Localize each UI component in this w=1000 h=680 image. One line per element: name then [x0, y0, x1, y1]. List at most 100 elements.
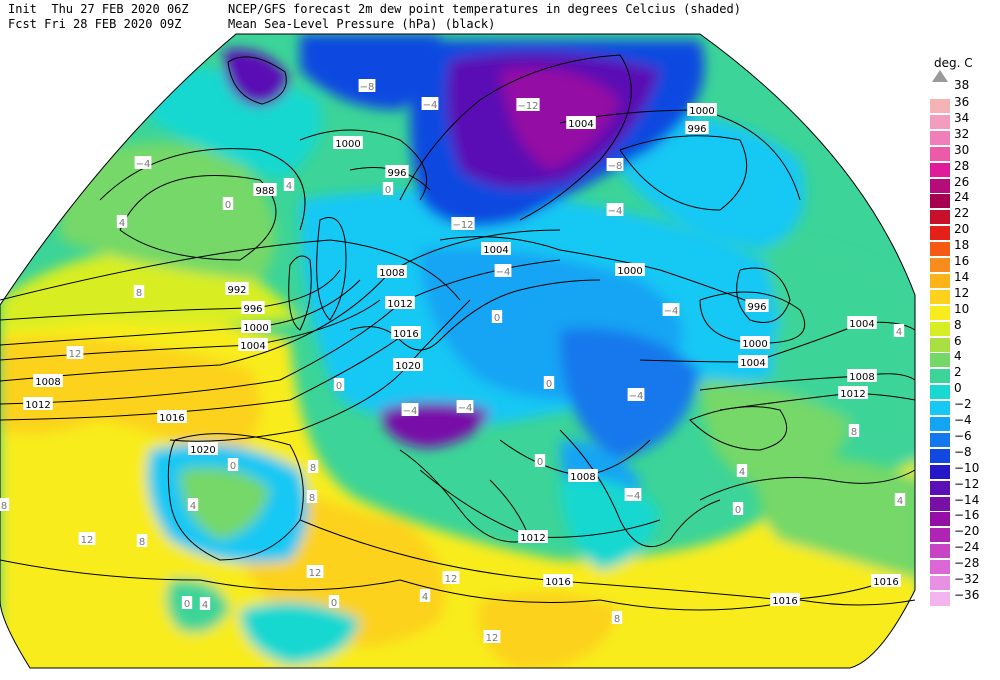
label-box — [894, 493, 906, 506]
label-box — [848, 424, 860, 437]
legend-label: −6 — [954, 428, 972, 443]
label-box — [516, 98, 540, 111]
legend-label: 32 — [954, 126, 970, 141]
label-box — [0, 498, 10, 511]
dewpoint-label: 4 — [119, 218, 125, 229]
map-title: NCEP/GFS forecast 2m dew point temperatu… — [228, 2, 741, 16]
label-box — [306, 565, 324, 578]
isobar-label: 1012 — [387, 299, 412, 310]
legend-swatch — [930, 464, 950, 479]
dewpoint-label: 8 — [139, 537, 145, 548]
label-box — [838, 386, 868, 399]
isobar-label: 1016 — [873, 577, 898, 588]
isobar-label: 1020 — [395, 361, 420, 372]
label-box — [133, 285, 145, 298]
label-box — [307, 460, 319, 473]
dewpoint-label: 8 — [136, 288, 142, 299]
legend-top-value: 38 — [954, 78, 970, 92]
dewpoint-label: 8 — [309, 493, 315, 504]
isobar-label: 988 — [255, 186, 274, 197]
isobar-label: 1008 — [35, 377, 60, 388]
legend-swatch — [930, 353, 950, 368]
label-box — [893, 324, 905, 337]
dewpoint-label: 4 — [190, 501, 196, 512]
label-box — [456, 400, 474, 413]
isobar-label: 1000 — [689, 106, 714, 117]
legend-swatch — [930, 544, 950, 559]
label-box — [157, 410, 187, 423]
label-box — [662, 303, 680, 316]
isobar-labels: 1000 996 988 992 996 1000 1004 1008 1012 1016 1020… — [23, 103, 901, 607]
dewpoint-label: 4 — [897, 496, 903, 507]
label-box — [615, 263, 645, 276]
label-box — [627, 388, 645, 401]
label-box — [33, 374, 63, 387]
isobar-label: 1012 — [840, 389, 865, 400]
isobar-label: 1016 — [159, 413, 184, 424]
legend-label: 6 — [954, 333, 962, 348]
dewpoint-label: 0 — [385, 185, 391, 196]
isobar-label: 1004 — [483, 245, 508, 256]
dewpoint-label: −12 — [517, 101, 538, 112]
label-box — [451, 217, 475, 230]
dewpoint-label: −4 — [496, 267, 511, 278]
legend-swatch — [930, 512, 950, 527]
legend-label: −20 — [954, 524, 980, 539]
label-box — [241, 320, 271, 333]
label-box — [78, 532, 96, 545]
legend-label: −4 — [954, 413, 972, 427]
isobar-label: 1004 — [240, 341, 265, 352]
dewpoint-label: 4 — [896, 327, 902, 338]
legend-swatch — [930, 480, 950, 495]
dewpoint-label: 12 — [81, 535, 94, 546]
dewpoint-label: 0 — [735, 505, 741, 516]
isobar-label: 1012 — [25, 400, 50, 411]
legend-label: 10 — [954, 301, 970, 316]
legend-label: −14 — [954, 492, 980, 507]
legend-label: 26 — [954, 174, 970, 189]
label-box — [66, 346, 84, 359]
isobar-label: 1016 — [393, 329, 418, 340]
dewpoint-label: −12 — [452, 220, 473, 231]
dewpoint-label: 12 — [309, 568, 322, 579]
legend-swatch — [930, 242, 950, 257]
isobar-label: 996 — [387, 168, 406, 179]
isobar-label: 996 — [243, 304, 262, 315]
legend-label: 30 — [954, 142, 970, 157]
dewpoint-label: 4 — [286, 181, 292, 192]
isobar-label: 1004 — [740, 358, 765, 369]
isobar-label: 1000 — [742, 339, 767, 350]
label-box — [306, 490, 318, 503]
legend-label: −10 — [954, 460, 980, 475]
label-box — [134, 156, 152, 169]
legend-unit: deg. C — [934, 56, 973, 70]
label-box — [225, 282, 249, 295]
legend-label: −16 — [954, 508, 980, 523]
dewpoint-label: 0 — [331, 598, 337, 609]
legend-swatch — [930, 305, 950, 320]
legend-swatch — [930, 560, 950, 575]
legend-swatch — [930, 432, 950, 447]
legend-swatch — [930, 448, 950, 463]
legend-swatch — [930, 258, 950, 272]
legend-swatch — [930, 130, 950, 145]
legend-label: 4 — [954, 349, 962, 364]
dewpoint-label: −4 — [608, 206, 623, 217]
label-box — [116, 215, 128, 228]
dewpoint-label: 8 — [851, 427, 857, 438]
label-box — [391, 326, 421, 339]
legend-swatch — [930, 210, 950, 225]
isobar-label: 996 — [747, 302, 766, 313]
legend-label: 18 — [954, 238, 970, 253]
dewpoint-label: 8 — [310, 463, 316, 474]
legend-swatch — [930, 417, 950, 431]
legend-swatch — [930, 496, 950, 511]
label-box — [518, 530, 548, 543]
label-box — [421, 97, 439, 110]
dewpoint-label: −4 — [458, 403, 473, 414]
label-box — [23, 397, 53, 410]
dewpoint-label: 0 — [494, 313, 500, 324]
dewpoint-label: −4 — [626, 491, 641, 502]
legend-swatch — [930, 162, 950, 177]
dewpoint-label: 0 — [184, 599, 190, 610]
